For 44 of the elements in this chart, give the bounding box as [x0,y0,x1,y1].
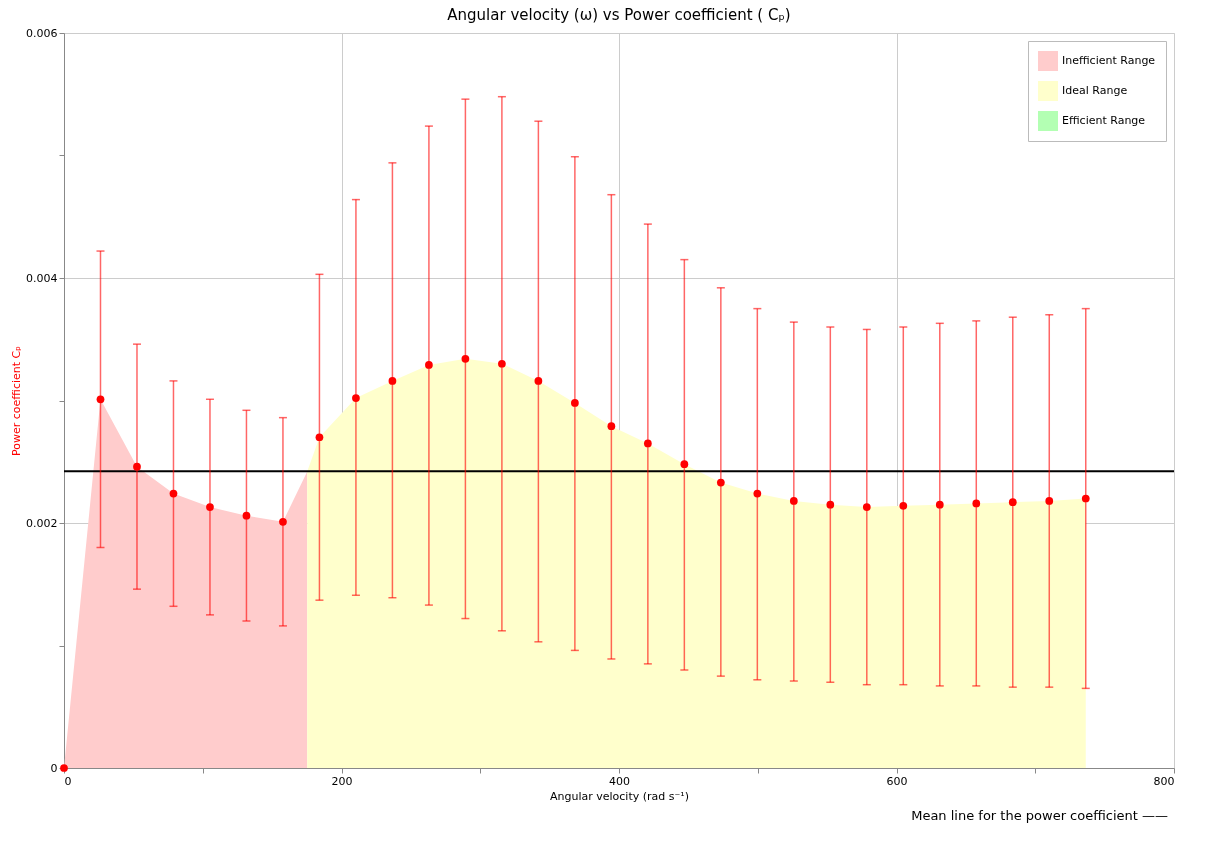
y-tick-label: 0.004 [26,271,58,285]
point [169,489,178,498]
y-tick-label: 0.006 [26,26,58,40]
y-axis-title: Power coefficient Cₚ [10,345,24,456]
x-tick-label: 0 [64,774,72,788]
point [1008,498,1017,507]
y-tick-label: 0 [50,761,58,775]
x-tick-label: 600 [886,774,908,788]
point [607,422,616,431]
point [461,354,470,363]
point [498,359,506,368]
point [279,517,287,526]
legend-label: Inefficient Range [1062,54,1156,67]
point [972,499,981,508]
point [643,439,652,448]
chart-title: Angular velocity (ω) vs Power coefficient ( Cₚ) [447,6,791,24]
x-axis-title: Angular velocity (rad s⁻¹) [549,789,690,803]
point [96,395,105,404]
point [789,497,798,505]
point [680,460,689,469]
point [826,500,835,509]
point [716,478,725,487]
x-tick-label: 200 [331,774,353,788]
point [534,377,543,385]
point [315,433,324,442]
point [352,394,360,402]
point [571,399,579,407]
point [1081,494,1090,503]
y-tick-label: 0.002 [26,516,58,530]
legend-label: Ideal Range [1062,84,1128,97]
point [133,462,141,471]
point [935,500,944,509]
text: Mean line for the power coefficient —— [911,808,1168,823]
point [862,503,871,511]
point [899,501,908,510]
point [753,489,762,498]
point [1045,497,1054,505]
x-tick-label: 800 [1153,774,1175,788]
point [388,377,397,385]
legend-label: Efficient Range [1062,114,1146,127]
point [242,511,251,520]
point [206,503,214,511]
x-tick-label: 400 [609,774,630,788]
point [425,361,433,369]
